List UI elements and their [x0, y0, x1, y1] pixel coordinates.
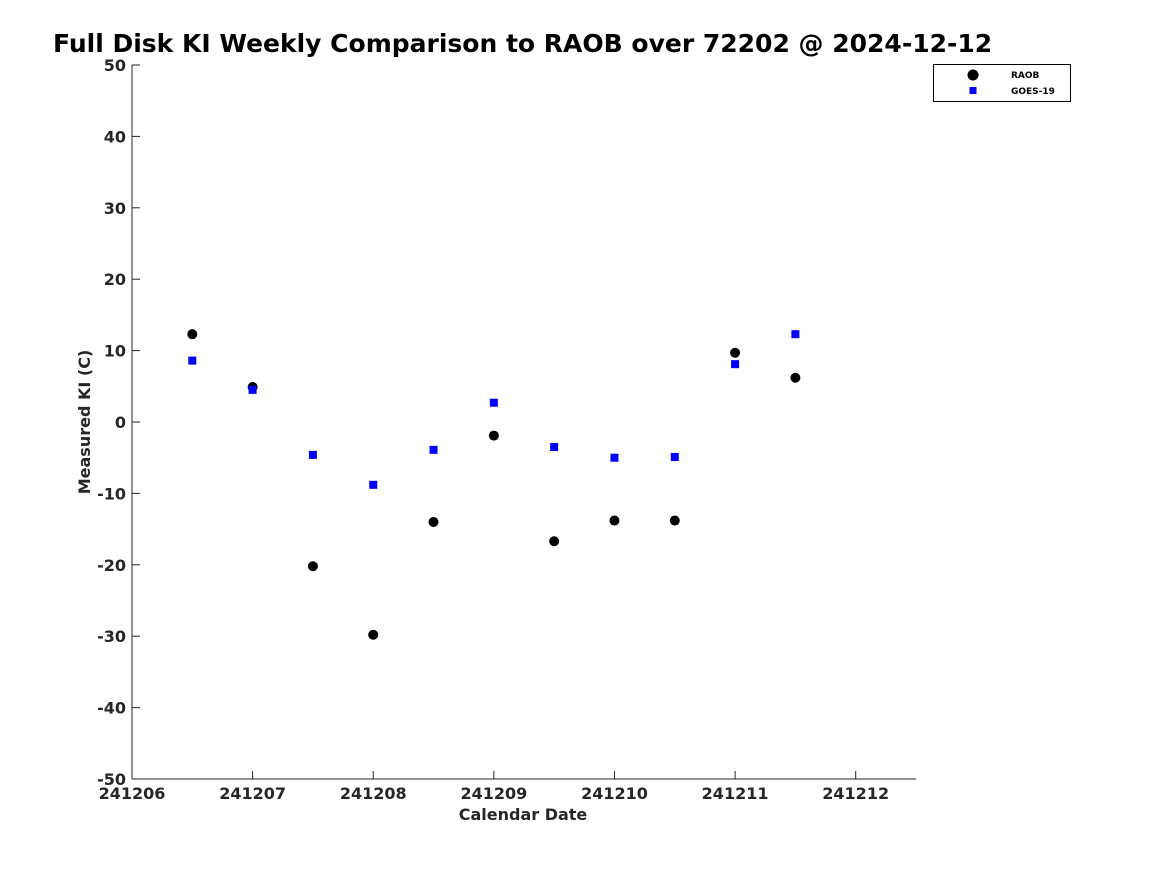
goes19-point	[429, 445, 438, 454]
goes19-point	[550, 442, 559, 451]
y-tick-label: -10	[97, 484, 126, 503]
y-axis-label: Measured KI (C)	[75, 350, 94, 495]
x-tick-label: 241211	[702, 784, 769, 803]
x-tick-label: 241212	[822, 784, 889, 803]
x-tick-label: 241208	[340, 784, 407, 803]
series-goes-19	[188, 330, 800, 489]
raob-point	[488, 430, 499, 441]
raob-point	[549, 536, 560, 547]
raob-point	[669, 515, 680, 526]
series-raob	[187, 329, 801, 640]
raob-point	[730, 347, 741, 358]
goes19-point	[188, 356, 197, 365]
y-tick-label: 40	[104, 127, 126, 146]
raob-point	[790, 372, 801, 383]
raob-point	[428, 516, 439, 527]
goes19-point	[610, 453, 619, 462]
y-tick-label: -40	[97, 699, 126, 718]
x-ticks: 241206 241207 241208 241209 241210 241211 2412…	[99, 771, 889, 803]
goes19-point	[248, 385, 257, 394]
legend-raob-label: RAOB	[1011, 71, 1040, 81]
goes19-point	[369, 480, 378, 489]
y-tick-label: 30	[104, 199, 126, 218]
raob-point	[187, 329, 198, 340]
legend-goes19-marker	[969, 87, 977, 94]
legend: RAOB GOES-19	[933, 64, 1071, 102]
x-axis-label: Calendar Date	[459, 805, 588, 824]
raob-point	[609, 515, 620, 526]
legend-box	[933, 64, 1071, 102]
raob-point	[368, 629, 379, 640]
x-tick-label: 241206	[99, 784, 166, 803]
y-tick-label: -30	[97, 627, 126, 646]
raob-point	[307, 561, 318, 572]
goes19-point	[489, 398, 498, 407]
y-ticks: 50 40 30 20 10 0 -10 -20 -30 -40 -50	[97, 56, 140, 789]
y-tick-label: 20	[104, 270, 126, 289]
y-tick-label: 10	[104, 342, 126, 361]
y-tick-label: 50	[104, 56, 126, 75]
goes19-point	[308, 450, 317, 459]
legend-raob-marker	[967, 69, 979, 81]
goes19-point	[670, 452, 679, 461]
chart-title: Full Disk KI Weekly Comparison to RAOB o…	[53, 29, 992, 58]
y-tick-label: 0	[115, 413, 126, 432]
legend-goes19-label: GOES-19	[1011, 87, 1055, 97]
axes	[131, 65, 916, 780]
data-points	[187, 329, 801, 640]
goes19-point	[791, 330, 800, 339]
y-tick-label: -20	[97, 556, 126, 575]
x-tick-label: 241210	[581, 784, 648, 803]
goes19-point	[731, 360, 740, 369]
y-tick-label: -50	[97, 770, 126, 789]
x-tick-label: 241207	[219, 784, 286, 803]
x-tick-label: 241209	[460, 784, 527, 803]
